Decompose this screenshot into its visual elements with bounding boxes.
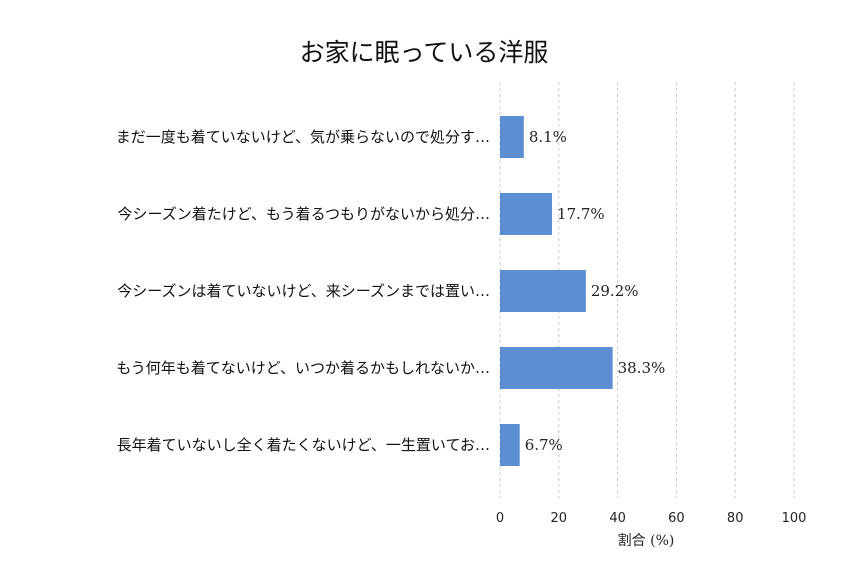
data-label: 29.2%: [591, 282, 639, 300]
x-tick-label: 100: [782, 511, 807, 526]
bar: [500, 193, 553, 235]
data-label: 6.7%: [525, 436, 563, 454]
chart-title: お家に眠っている洋服: [300, 38, 549, 67]
x-tick-label: 40: [609, 511, 626, 526]
category-label: まだ一度も着ていないけど、気が乗らないので処分す…: [116, 128, 490, 146]
category-label: もう何年も着てないけど、いつか着るかもしれないか…: [116, 359, 490, 377]
category-label: 長年着ていないし全く着たくないけど、一生置いてお…: [117, 436, 490, 454]
x-tick-labels: 0 20 40 60 80 100: [496, 511, 807, 526]
category-label: 今シーズンは着ていないけど、来シーズンまでは置い…: [117, 282, 490, 300]
bars: [500, 116, 613, 466]
value-labels: 8.1% 17.7% 29.2% 38.3% 6.7%: [525, 128, 666, 454]
category-labels: まだ一度も着ていないけど、気が乗らないので処分す… 今シーズン着たけど、もう着るつ…: [116, 128, 490, 454]
data-label: 38.3%: [618, 359, 666, 377]
x-tick-label: 0: [496, 511, 504, 526]
bar: [500, 270, 586, 312]
bar: [500, 347, 613, 389]
data-label: 8.1%: [529, 128, 567, 146]
bar: [500, 424, 520, 466]
data-label: 17.7%: [557, 205, 605, 223]
category-label: 今シーズン着たけど、もう着るつもりがないから処分…: [118, 205, 490, 223]
x-tick-label: 60: [668, 511, 685, 526]
x-tick-label: 20: [551, 511, 568, 526]
bar: [500, 116, 524, 158]
x-axis-label: 割合 (%): [618, 532, 675, 549]
x-tick-label: 80: [727, 511, 744, 526]
